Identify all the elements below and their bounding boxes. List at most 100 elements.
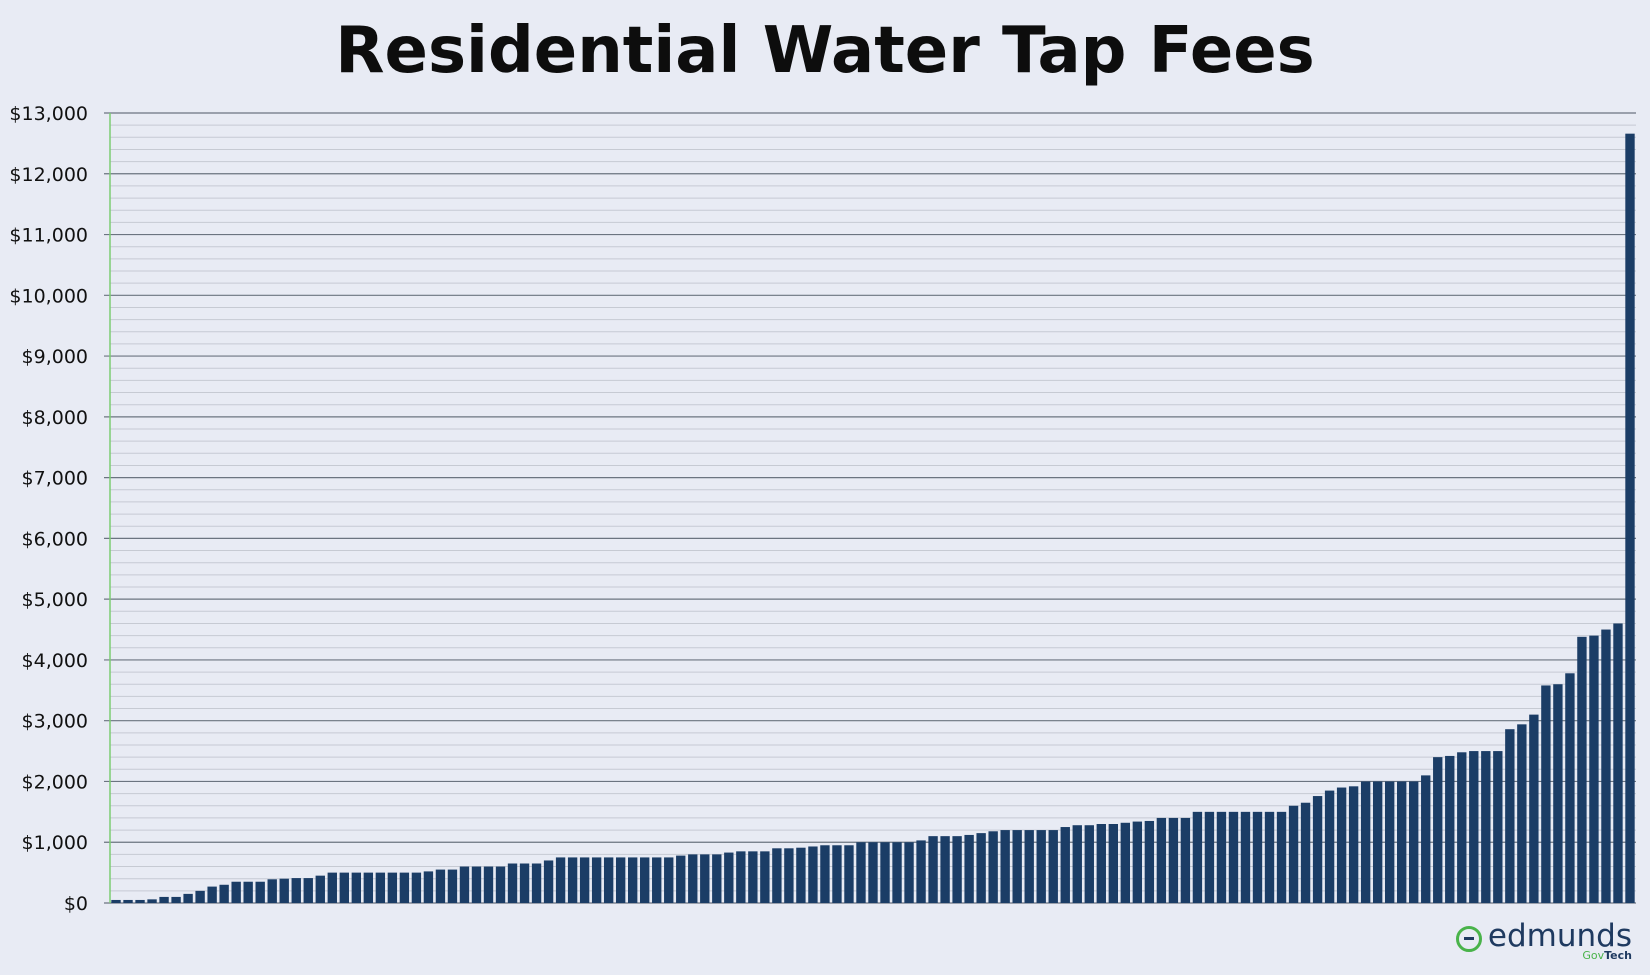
y-tick-label: $11,000	[9, 225, 88, 247]
bar	[603, 857, 614, 903]
bar	[207, 886, 217, 903]
y-tick-label: $7,000	[22, 468, 88, 490]
bar	[351, 872, 362, 903]
bar	[808, 846, 818, 903]
bar	[1445, 755, 1455, 903]
bar	[183, 893, 193, 903]
bar	[1168, 817, 1179, 903]
bar	[1577, 636, 1587, 903]
y-tick-label: $13,000	[9, 103, 88, 125]
chart-title: Residential Water Tap Fees	[335, 14, 1315, 88]
bar	[471, 866, 482, 903]
edmunds-govtech-logo: edmunds GovTech	[1455, 920, 1632, 964]
bar	[567, 857, 578, 903]
bar	[1372, 781, 1383, 903]
bar	[1481, 751, 1491, 903]
bar	[591, 857, 602, 903]
bar-layer	[111, 133, 1635, 903]
bar	[375, 872, 386, 903]
bar	[1397, 781, 1407, 903]
bar	[1529, 714, 1539, 903]
bar	[1060, 827, 1070, 903]
bar	[1324, 790, 1335, 903]
bar	[291, 878, 301, 903]
bar	[1421, 775, 1431, 903]
bar	[231, 881, 241, 903]
grid-layer	[104, 112, 1636, 904]
bar	[1216, 811, 1227, 903]
bar	[423, 871, 434, 903]
bar	[1048, 830, 1058, 903]
bar	[615, 857, 626, 903]
bar	[1084, 825, 1094, 903]
bar	[664, 857, 674, 903]
y-tick-label: $2,000	[22, 771, 88, 793]
bar	[940, 836, 950, 903]
bar	[1493, 751, 1503, 903]
bar	[952, 836, 962, 903]
bar	[1036, 830, 1046, 903]
bar	[1012, 830, 1022, 903]
bar	[976, 833, 986, 903]
bar	[255, 881, 265, 903]
bar	[736, 851, 746, 903]
bar	[399, 872, 410, 903]
bar	[1409, 781, 1419, 903]
y-tick-label: $0	[64, 893, 88, 915]
edmunds-logo-icon	[1455, 926, 1482, 952]
bar	[712, 854, 722, 903]
bar	[1132, 821, 1143, 903]
bar	[1541, 685, 1551, 903]
bar	[700, 854, 710, 903]
bar	[483, 866, 494, 903]
bar	[1144, 820, 1155, 903]
y-tick-label: $9,000	[22, 346, 88, 368]
bar	[1613, 623, 1623, 903]
bar	[543, 860, 554, 903]
bar	[315, 875, 325, 903]
bar	[1072, 825, 1082, 903]
bar	[1384, 781, 1395, 903]
bar	[640, 857, 650, 903]
bar	[1024, 830, 1034, 903]
y-tick-label: $1,000	[22, 832, 88, 854]
bar	[820, 845, 830, 903]
bar	[1336, 787, 1347, 903]
y-tick-label: $3,000	[22, 711, 88, 733]
bar	[531, 863, 542, 903]
bar	[1276, 811, 1287, 903]
bar	[411, 872, 422, 903]
bar	[147, 899, 157, 903]
bar	[1433, 757, 1443, 903]
bar	[267, 879, 277, 903]
bar	[1300, 802, 1311, 903]
bar	[135, 899, 145, 903]
bar	[327, 872, 337, 903]
bar	[1252, 811, 1263, 903]
bar	[579, 857, 590, 903]
bar	[387, 872, 398, 903]
bar	[447, 869, 458, 903]
bar	[988, 831, 998, 903]
bar	[1156, 817, 1167, 903]
bar	[904, 842, 914, 903]
y-tick-label: $12,000	[9, 164, 88, 186]
bar	[652, 857, 662, 903]
bar	[868, 842, 878, 903]
bar	[1517, 724, 1527, 903]
bar	[796, 847, 806, 903]
y-tick-label: $4,000	[22, 650, 88, 672]
bar	[1589, 635, 1599, 903]
bar	[195, 890, 205, 903]
bar	[219, 884, 229, 903]
bar	[171, 896, 181, 903]
bar	[1192, 811, 1203, 903]
bar	[1288, 805, 1299, 903]
bar	[1204, 811, 1215, 903]
bar	[1457, 752, 1467, 903]
y-tick-label: $10,000	[9, 285, 88, 307]
bar	[1096, 824, 1106, 903]
bar	[892, 842, 902, 903]
bar	[1469, 751, 1479, 903]
